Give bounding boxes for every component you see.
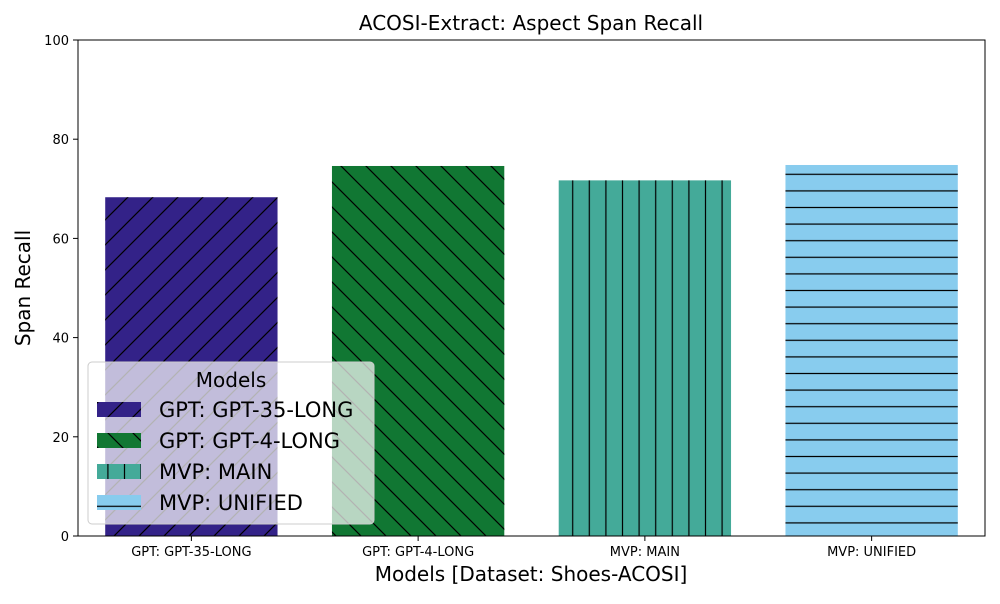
y-tick-label: 80 bbox=[52, 133, 69, 148]
legend-label-0: GPT: GPT-35-LONG bbox=[159, 398, 353, 422]
x-tick-label: MVP: MAIN bbox=[610, 545, 680, 560]
legend-swatch-hatch-1 bbox=[97, 433, 141, 448]
bar-hatch-2 bbox=[558, 180, 732, 537]
legend-label-3: MVP: UNIFIED bbox=[159, 491, 303, 515]
x-tick-label: GPT: GPT-4-LONG bbox=[362, 545, 474, 560]
x-axis-label: Models [Dataset: Shoes-ACOSI] bbox=[375, 562, 688, 586]
legend-box bbox=[87, 361, 375, 525]
y-tick-label: 60 bbox=[52, 232, 69, 247]
y-tick-label: 100 bbox=[44, 34, 69, 49]
legend-label-2: MVP: MAIN bbox=[159, 460, 272, 484]
legend-swatch-hatch-0 bbox=[97, 402, 141, 417]
bars-group bbox=[105, 164, 958, 537]
y-axis-ticks: 0 20 40 60 80 100 bbox=[44, 34, 78, 545]
y-tick-label: 0 bbox=[61, 530, 69, 545]
legend-swatch-hatch-3 bbox=[97, 495, 141, 510]
legend-label-1: GPT: GPT-4-LONG bbox=[159, 429, 340, 453]
legend: Models GPT: GPT-35-LONG GPT: GPT-4-LONG MV… bbox=[87, 361, 375, 525]
plot-frame bbox=[77, 39, 986, 537]
legend-swatch-hatch-2 bbox=[97, 464, 141, 479]
x-tick-label: MVP: UNIFIED bbox=[827, 545, 916, 560]
y-axis-label: Span Recall bbox=[11, 230, 35, 346]
legend-items: GPT: GPT-35-LONG GPT: GPT-4-LONG MVP: MAIN… bbox=[97, 398, 353, 515]
legend-title: Models bbox=[196, 368, 266, 392]
chart-title: ACOSI-Extract: Aspect Span Recall bbox=[359, 11, 703, 35]
y-tick-label: 20 bbox=[52, 431, 69, 446]
bar-hatch-3 bbox=[785, 164, 958, 536]
y-tick-label: 40 bbox=[52, 332, 69, 347]
x-tick-label: GPT: GPT-35-LONG bbox=[131, 545, 251, 560]
x-axis-ticks: GPT: GPT-35-LONG GPT: GPT-4-LONG MVP: MAIN… bbox=[131, 536, 916, 560]
